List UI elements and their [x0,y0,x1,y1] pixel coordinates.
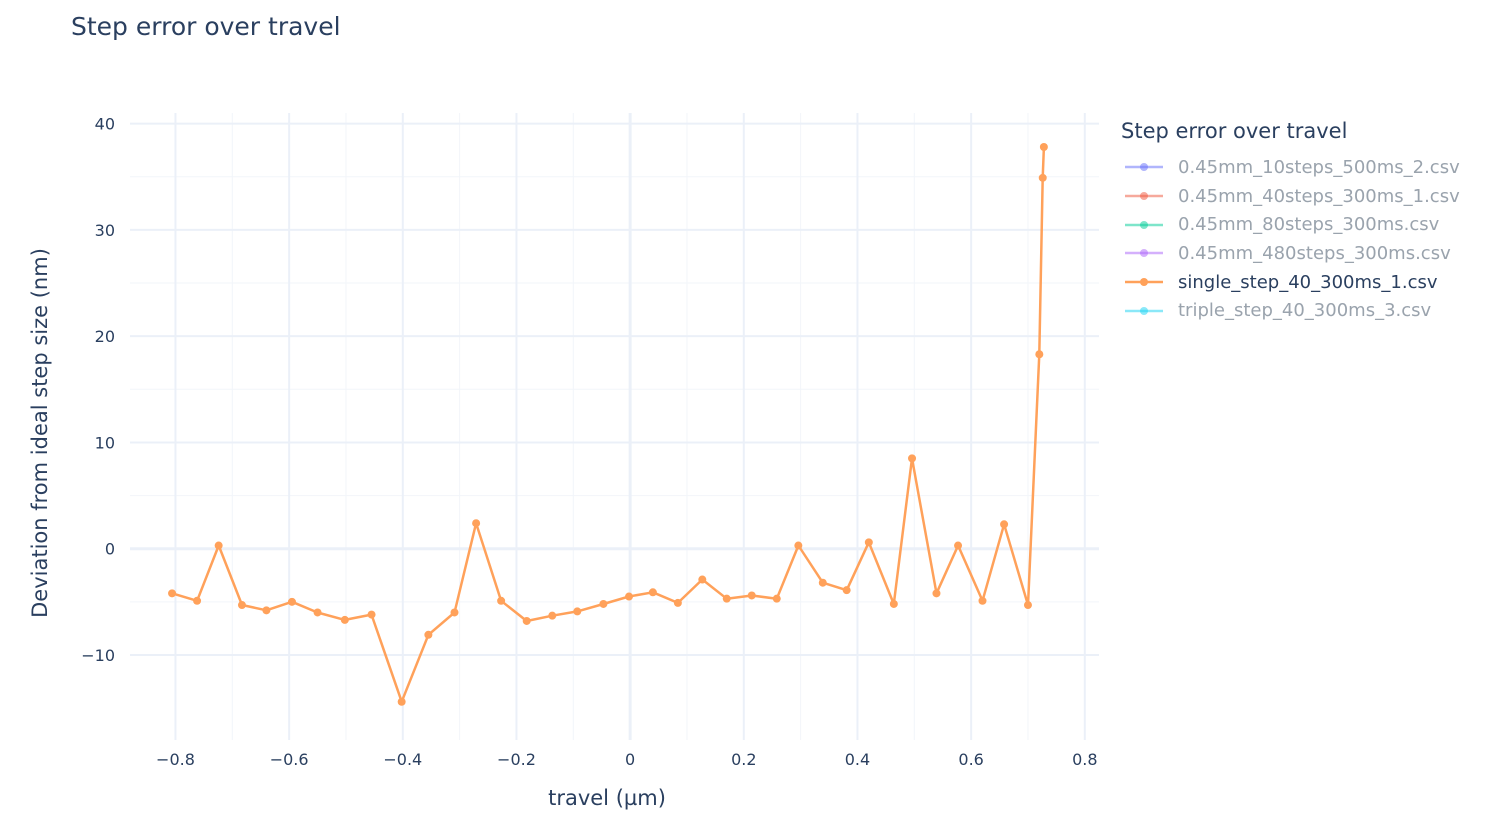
y-tick-label: 10 [95,433,115,452]
legend-label: 0.45mm_80steps_300ms.csv [1178,214,1440,236]
y-tick-label: 40 [95,115,115,134]
y-tick-label: 0 [105,540,115,559]
data-point[interactable] [772,594,781,603]
legend-swatch-marker [1140,192,1148,201]
legend-item[interactable]: triple_step_40_300ms_3.csv [1121,296,1460,325]
x-tick-label: 0.2 [731,750,756,769]
data-point[interactable] [932,589,941,598]
legend-swatch-marker [1140,278,1148,287]
data-point[interactable] [573,607,582,616]
x-tick-label: −0.4 [383,750,422,769]
data-point[interactable] [889,599,898,608]
data-point[interactable] [978,596,987,605]
legend-swatch [1125,306,1163,315]
data-point[interactable] [450,608,459,617]
legend-swatch [1125,163,1163,172]
data-point[interactable] [1039,143,1048,152]
x-tick-label: 0.8 [1072,750,1097,769]
legend-items: 0.45mm_10steps_500ms_2.csv 0.45mm_40steps… [1121,153,1460,325]
data-point[interactable] [722,594,731,603]
data-point[interactable] [954,541,963,550]
data-point[interactable] [214,541,223,550]
data-point[interactable] [168,589,177,598]
legend-title: Step error over travel [1121,119,1348,143]
data-point[interactable] [497,596,506,605]
x-tick-label: 0.4 [845,750,870,769]
legend: Step error over travel 0.45mm_10steps_50… [1121,119,1460,325]
data-point[interactable] [698,575,707,584]
chart-plot[interactable]: −0.8 −0.6 −0.4 −0.2 0 0.2 0.4 0.6 0.8 −10 0 10 20 30… [0,0,1100,838]
data-point[interactable] [548,611,557,620]
y-axis-title: Deviation from ideal step size (nm) [28,248,52,618]
legend-swatch [1125,220,1163,229]
legend-item[interactable]: single_step_40_300ms_1.csv [1121,268,1460,297]
series-points [168,143,1048,706]
legend-swatch [1125,192,1163,201]
legend-label: 0.45mm_480steps_300ms.csv [1178,242,1451,264]
data-point[interactable] [864,538,873,547]
legend-swatch [1125,278,1163,287]
data-point[interactable] [367,610,376,619]
grid-lines [130,113,1099,740]
data-point[interactable] [1038,173,1047,182]
data-point[interactable] [193,596,202,605]
data-point[interactable] [794,541,803,550]
chart-title: Step error over travel [71,12,341,41]
x-tick-label: −0.8 [156,750,195,769]
data-point[interactable] [262,606,271,615]
data-point[interactable] [287,597,296,606]
legend-label: triple_step_40_300ms_3.csv [1178,300,1432,322]
data-point[interactable] [908,454,917,463]
data-point[interactable] [747,591,756,600]
data-point[interactable] [424,630,433,639]
legend-swatch-marker [1140,306,1148,315]
legend-label: 0.45mm_10steps_500ms_2.csv [1178,156,1460,178]
legend-swatch-marker [1140,163,1148,172]
y-tick-labels: −10 0 10 20 30 40 [81,115,115,665]
y-tick-label: −10 [81,646,115,665]
x-tick-label: −0.2 [497,750,536,769]
data-point[interactable] [397,697,406,706]
legend-label: 0.45mm_40steps_300ms_1.csv [1178,185,1460,207]
legend-swatch [1125,249,1163,258]
legend-item[interactable]: 0.45mm_40steps_300ms_1.csv [1121,182,1460,211]
legend-item[interactable]: 0.45mm_10steps_500ms_2.csv [1121,153,1460,182]
data-point[interactable] [340,615,349,624]
data-point[interactable] [1000,520,1009,529]
data-point[interactable] [1035,350,1044,359]
data-point[interactable] [472,519,481,528]
data-point[interactable] [818,578,827,587]
x-tick-labels: −0.8 −0.6 −0.4 −0.2 0 0.2 0.4 0.6 0.8 [156,750,1097,769]
x-axis-title: travel (µm) [548,786,666,810]
data-point[interactable] [624,592,633,601]
data-point[interactable] [842,586,851,595]
y-tick-label: 30 [95,221,115,240]
data-point[interactable] [313,608,322,617]
legend-swatch-marker [1140,249,1148,258]
x-tick-label: 0 [625,750,635,769]
data-point[interactable] [673,598,682,607]
x-tick-label: 0.6 [958,750,983,769]
legend-label: single_step_40_300ms_1.csv [1178,271,1438,293]
legend-item[interactable]: 0.45mm_480steps_300ms.csv [1121,239,1460,268]
data-point[interactable] [522,616,531,625]
x-tick-label: −0.6 [270,750,309,769]
data-point[interactable] [648,588,657,597]
data-point[interactable] [237,601,246,610]
data-point[interactable] [1023,601,1032,610]
legend-swatch-marker [1140,220,1148,229]
y-tick-label: 20 [95,327,115,346]
data-point[interactable] [599,599,608,608]
legend-item[interactable]: 0.45mm_80steps_300ms.csv [1121,210,1460,239]
